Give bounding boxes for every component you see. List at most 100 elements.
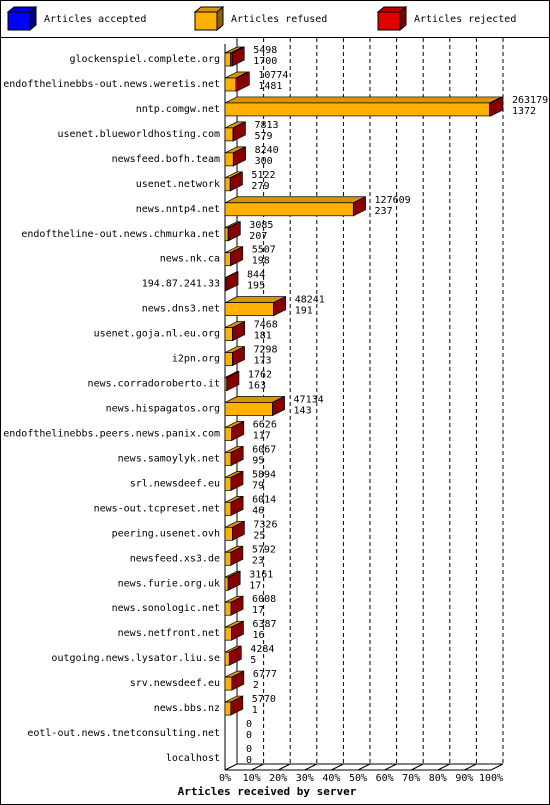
value-label: 1 xyxy=(252,705,258,716)
value-label: 300 xyxy=(255,156,273,167)
value-label: 8240 xyxy=(255,145,279,156)
y-tick-label: nntp.comgw.net xyxy=(136,104,220,115)
x-tick xyxy=(224,763,238,771)
value-label: 95 xyxy=(252,455,264,466)
bar xyxy=(224,502,232,516)
bar-side xyxy=(230,445,244,466)
bar xyxy=(224,452,232,466)
y-tick-label: usenet.network xyxy=(136,179,220,190)
value-label: 6014 xyxy=(252,494,276,505)
y-tick-label: news.netfront.net xyxy=(118,628,220,639)
y-tick-label: news.nk.ca xyxy=(160,254,220,265)
value-label: 23 xyxy=(252,555,264,566)
value-label: 173 xyxy=(254,356,272,367)
bar-side xyxy=(353,196,366,217)
y-tick-label: news.furie.org.uk xyxy=(118,578,220,589)
x-tick xyxy=(331,763,344,771)
value-label: 0 xyxy=(246,719,252,730)
bar-side xyxy=(233,121,246,142)
bar xyxy=(224,427,233,441)
value-label: 47134 xyxy=(294,395,324,406)
bar xyxy=(224,227,229,242)
bar-side xyxy=(236,71,250,92)
value-label: 0 xyxy=(246,730,252,741)
bar-side xyxy=(273,296,287,317)
value-label: 6067 xyxy=(252,444,276,455)
bar xyxy=(224,551,232,566)
bar-side xyxy=(230,246,244,267)
x-tick-label: 0% xyxy=(219,773,231,784)
bar xyxy=(224,601,232,616)
legend-label: Articles refused xyxy=(231,14,327,25)
value-label: 2 xyxy=(253,680,259,691)
y-tick-label: usenet.goja.nl.eu.org xyxy=(94,329,220,340)
y-tick-label: newsfeed.bofh.team xyxy=(112,154,220,165)
value-label: 117 xyxy=(253,430,271,441)
value-label: 237 xyxy=(375,206,393,217)
x-tick xyxy=(490,763,504,771)
bar xyxy=(224,402,273,416)
bar-side xyxy=(226,370,240,392)
bar-side xyxy=(231,46,245,67)
bar xyxy=(224,526,233,541)
y-tick-label: news.bbs.nz xyxy=(154,703,220,714)
value-label: 3161 xyxy=(249,569,273,580)
value-label: 10774 xyxy=(258,70,288,81)
x-axis-title: Articles received by server xyxy=(178,785,357,798)
value-label: 0 xyxy=(246,744,252,755)
bar xyxy=(224,252,231,267)
value-label: 181 xyxy=(254,331,272,342)
value-label: 5792 xyxy=(252,544,276,555)
bar-side xyxy=(228,645,242,666)
x-tick-label: 10% xyxy=(243,773,261,784)
y-tick-label: outgoing.news.lysator.liu.se xyxy=(51,653,220,664)
x-tick xyxy=(304,763,318,771)
bar-top xyxy=(224,96,502,104)
value-label: 1700 xyxy=(253,56,277,67)
value-label: 263179 xyxy=(512,95,548,106)
bar xyxy=(224,327,233,341)
bar xyxy=(224,477,232,491)
bar-side xyxy=(230,495,244,516)
value-label: 143 xyxy=(294,406,312,417)
bar-side xyxy=(233,146,246,167)
bar-side xyxy=(231,670,245,691)
bar xyxy=(224,676,233,691)
y-tick-label: i2pn.org xyxy=(172,354,220,365)
bar-side xyxy=(232,321,246,342)
bar xyxy=(224,202,354,217)
value-label: 3085 xyxy=(249,220,273,231)
value-label: 279 xyxy=(251,181,269,192)
x-tick xyxy=(357,763,371,771)
x-tick xyxy=(251,763,264,771)
bar-side xyxy=(272,395,285,417)
bar-side xyxy=(230,545,244,566)
bar-side xyxy=(227,221,241,242)
y-tick-label: peering.usenet.ovh xyxy=(112,528,220,539)
y-tick-label: srv.newsdeef.eu xyxy=(130,678,220,689)
value-label: 6777 xyxy=(253,669,277,680)
bar-side xyxy=(231,420,245,442)
value-label: 191 xyxy=(295,306,313,317)
bar xyxy=(224,651,230,666)
value-label: 46 xyxy=(252,505,264,516)
value-label: 17 xyxy=(252,605,264,616)
x-tick-label: 20% xyxy=(269,773,287,784)
value-label: 4284 xyxy=(250,644,274,655)
bar xyxy=(224,352,233,366)
value-label: 7468 xyxy=(254,320,278,331)
value-label: 17 xyxy=(249,580,261,591)
bar-side xyxy=(230,171,243,192)
bar-side xyxy=(227,570,241,591)
bar xyxy=(224,177,231,192)
value-label: 1372 xyxy=(512,106,536,117)
y-tick-label: eotl-out.news.tnetconsulting.net xyxy=(27,728,220,739)
x-tick-label: 60% xyxy=(376,773,394,784)
value-label: 5507 xyxy=(252,245,276,256)
x-tick xyxy=(384,763,397,771)
value-label: 844 xyxy=(247,270,265,281)
value-label: 79 xyxy=(252,480,264,491)
bar xyxy=(224,576,229,591)
y-tick-label: localhost xyxy=(166,753,220,764)
bar-side xyxy=(230,470,244,491)
